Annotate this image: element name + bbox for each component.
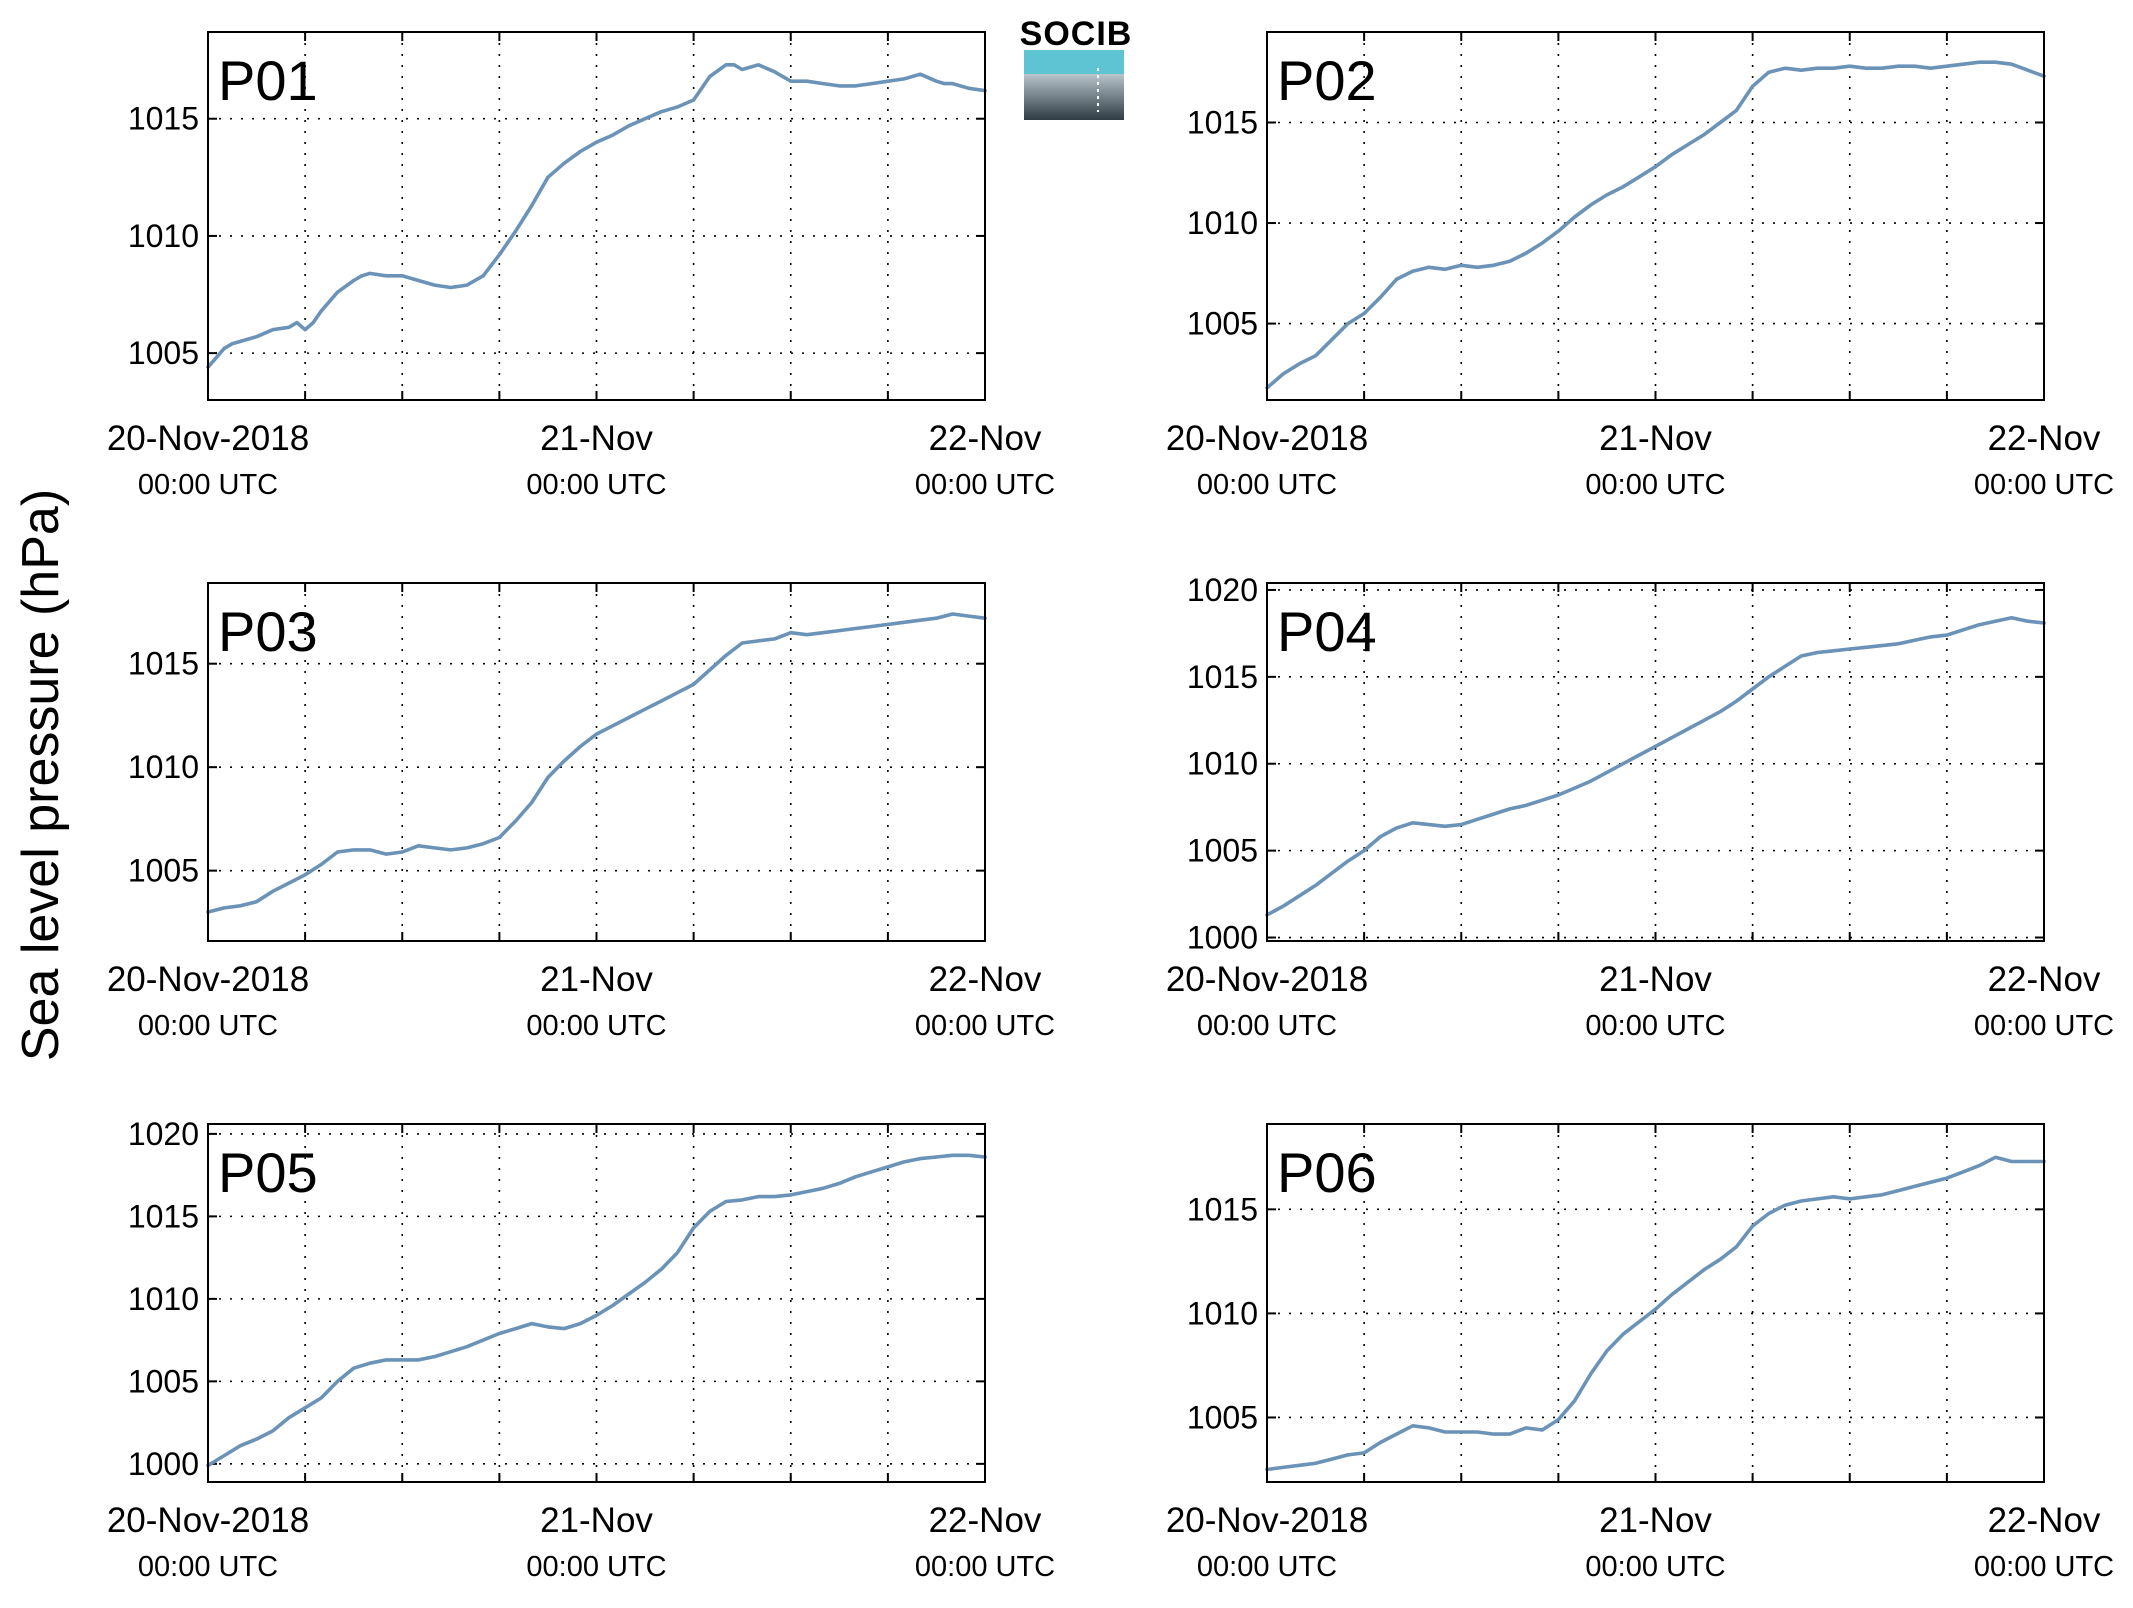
panel-label: P05 <box>218 1141 318 1204</box>
x-tick-label: 20-Nov-2018 <box>107 960 309 999</box>
series-line <box>1265 1155 2046 1472</box>
x-tick-label: 20-Nov-2018 <box>107 419 309 458</box>
y-tick-label: 1010 <box>1187 205 1258 241</box>
y-tick-label: 1000 <box>1187 920 1258 956</box>
x-tick-sublabel: 00:00 UTC <box>1197 1551 1337 1583</box>
x-tick-sublabel: 00:00 UTC <box>526 1551 666 1583</box>
plot-frame <box>1266 31 2045 401</box>
y-tick-label: 1020 <box>128 1116 199 1152</box>
series-line <box>206 63 987 370</box>
x-tick-label: 22-Nov <box>929 1501 1042 1540</box>
plot-frame <box>207 31 986 401</box>
x-tick-sublabel: 00:00 UTC <box>138 1551 278 1583</box>
y-tick-label: 1010 <box>128 218 199 254</box>
x-tick-sublabel: 00:00 UTC <box>526 1010 666 1042</box>
series-line <box>206 1153 987 1468</box>
plot-frame <box>207 1123 986 1483</box>
panel-label: P01 <box>218 49 318 112</box>
x-tick-label: 20-Nov-2018 <box>1166 1501 1368 1540</box>
y-tick-label: 1005 <box>1187 833 1258 869</box>
x-tick-sublabel: 00:00 UTC <box>1974 1551 2114 1583</box>
y-tick-label: 1005 <box>1187 306 1258 342</box>
panel-label: P06 <box>1277 1141 1377 1204</box>
x-tick-sublabel: 00:00 UTC <box>138 1010 278 1042</box>
x-tick-sublabel: 00:00 UTC <box>1974 469 2114 501</box>
series-line <box>1265 615 2046 917</box>
y-tick-label: 1015 <box>1187 104 1258 140</box>
socib-logo: SOCIB <box>1020 15 1133 120</box>
panel-p06: 1005 1010 1015 20-Nov-2018 00:00 UTC 21-Nov 00… <box>1166 1123 2114 1583</box>
x-tick-sublabel: 00:00 UTC <box>1585 1010 1725 1042</box>
panel-p01: 1005 1010 1015 20-Nov-2018 00:00 UTC 21-Nov 00… <box>107 31 1055 501</box>
x-tick-sublabel: 00:00 UTC <box>1585 469 1725 501</box>
y-tick-label: 1010 <box>1187 1295 1258 1331</box>
x-tick-sublabel: 00:00 UTC <box>915 469 1055 501</box>
y-tick-label: 1020 <box>1187 572 1258 608</box>
y-axis-label: Sea level pressure (hPa) <box>12 489 70 1061</box>
x-tick-label: 21-Nov <box>540 1501 653 1540</box>
plot-frame <box>1266 1123 2045 1483</box>
y-tick-label: 1010 <box>1187 746 1258 782</box>
plot-frame <box>207 582 986 942</box>
x-tick-label: 20-Nov-2018 <box>1166 419 1368 458</box>
plot-frame <box>1266 582 2045 942</box>
x-tick-sublabel: 00:00 UTC <box>1197 469 1337 501</box>
logo-text: SOCIB <box>1020 15 1133 53</box>
panel-label: P03 <box>218 600 318 663</box>
x-tick-sublabel: 00:00 UTC <box>915 1010 1055 1042</box>
x-tick-sublabel: 00:00 UTC <box>1974 1010 2114 1042</box>
series-line <box>206 612 987 914</box>
logo-band <box>1024 50 1124 74</box>
y-tick-label: 1000 <box>128 1446 199 1482</box>
x-tick-label: 20-Nov-2018 <box>1166 960 1368 999</box>
panel-p05: 1000 1005 1010 1015 1020 20-Nov-2018 00:00 UTC… <box>107 1116 1055 1583</box>
y-tick-label: 1005 <box>1187 1399 1258 1435</box>
panel-p03: 1005 1010 1015 20-Nov-2018 00:00 UTC 21-Nov 00… <box>107 582 1055 1042</box>
y-tick-label: 1005 <box>128 853 199 889</box>
y-tick-label: 1015 <box>128 646 199 682</box>
y-tick-label: 1005 <box>128 1363 199 1399</box>
panel-p04: 1000 1005 1010 1015 1020 20-Nov-2018 00:00 UTC… <box>1166 572 2114 1042</box>
x-tick-sublabel: 00:00 UTC <box>1197 1010 1337 1042</box>
x-tick-label: 21-Nov <box>1599 960 1712 999</box>
x-tick-label: 22-Nov <box>1988 1501 2101 1540</box>
x-tick-sublabel: 00:00 UTC <box>1585 1551 1725 1583</box>
panel-label: P02 <box>1277 49 1377 112</box>
x-tick-label: 22-Nov <box>929 419 1042 458</box>
logo-block <box>1024 74 1124 120</box>
x-tick-label: 20-Nov-2018 <box>107 1501 309 1540</box>
panel-label: P04 <box>1277 600 1377 663</box>
y-tick-label: 1015 <box>1187 1191 1258 1227</box>
panel-p02: 1005 1010 1015 20-Nov-2018 00:00 UTC 21-Nov 00… <box>1166 31 2114 501</box>
y-tick-label: 1015 <box>128 1198 199 1234</box>
x-tick-label: 21-Nov <box>1599 419 1712 458</box>
y-tick-label: 1010 <box>128 1281 199 1317</box>
x-tick-label: 22-Nov <box>1988 419 2101 458</box>
y-tick-label: 1010 <box>128 749 199 785</box>
x-tick-sublabel: 00:00 UTC <box>526 469 666 501</box>
x-tick-sublabel: 00:00 UTC <box>915 1551 1055 1583</box>
x-tick-label: 21-Nov <box>540 960 653 999</box>
x-tick-sublabel: 00:00 UTC <box>138 469 278 501</box>
x-tick-label: 21-Nov <box>540 419 653 458</box>
y-tick-label: 1005 <box>128 335 199 371</box>
series-line <box>1265 60 2046 390</box>
y-tick-label: 1015 <box>128 101 199 137</box>
panels: 1005 1010 1015 20-Nov-2018 00:00 UTC 21-Nov 00… <box>107 31 2114 1583</box>
x-tick-label: 22-Nov <box>1988 960 2101 999</box>
y-tick-label: 1015 <box>1187 659 1258 695</box>
x-tick-label: 22-Nov <box>929 960 1042 999</box>
x-tick-label: 21-Nov <box>1599 1501 1712 1540</box>
